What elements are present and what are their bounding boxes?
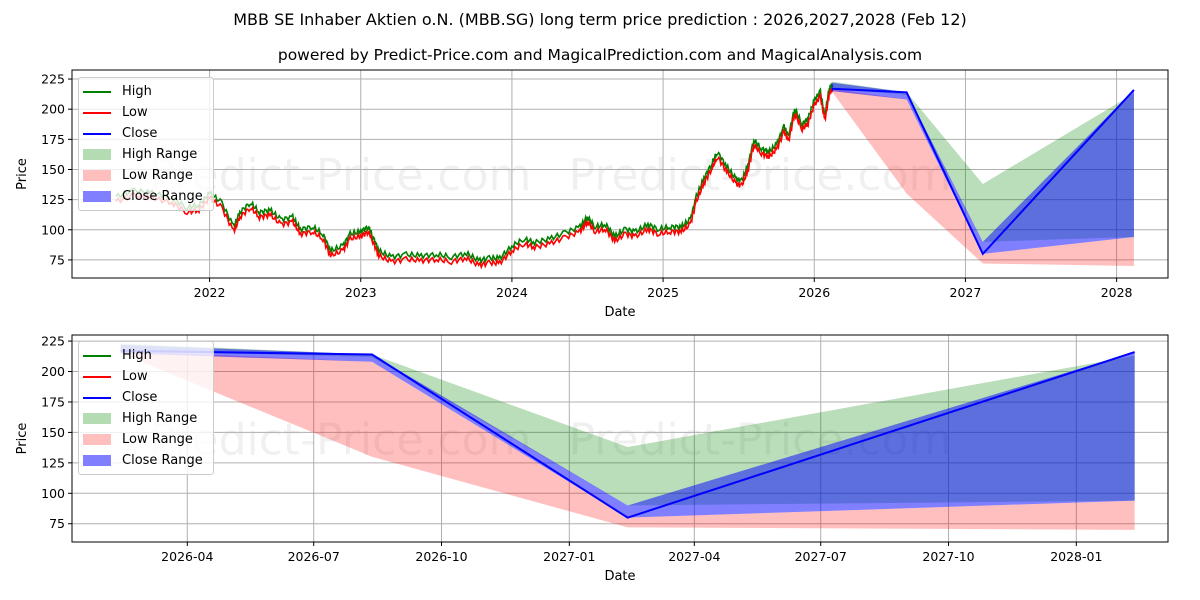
bottom-axes-frame bbox=[71, 334, 1169, 543]
top-xtick-label: 2022 bbox=[194, 285, 226, 300]
top-ytick-label: 175 bbox=[41, 132, 65, 147]
top-axes-frame bbox=[71, 69, 1169, 279]
legend-item-high-range: High Range bbox=[79, 408, 213, 429]
bottom-xtick-label: 2027-01 bbox=[543, 549, 595, 564]
legend-label: Low Range bbox=[122, 432, 193, 447]
top-xtick-label: 2027 bbox=[950, 285, 982, 300]
bottom-ytick-label: 125 bbox=[41, 455, 65, 470]
legend-item-close: Close bbox=[79, 387, 213, 408]
top-low-line bbox=[115, 88, 834, 270]
chart-subtitle: powered by Predict-Price.com and Magical… bbox=[277, 46, 923, 64]
top-xtick-label: 2024 bbox=[496, 285, 528, 300]
legend-label: Close bbox=[122, 390, 158, 405]
legend-swatch bbox=[83, 396, 111, 399]
legend-item-low-range: Low Range bbox=[79, 165, 213, 186]
top-ytick-label: 75 bbox=[49, 252, 65, 267]
legend-item-high: High bbox=[79, 345, 213, 366]
bottom-ylabel: Price bbox=[15, 423, 30, 455]
legend-swatch bbox=[83, 413, 111, 424]
top-watermark: Predict-Price.com bbox=[569, 150, 952, 201]
legend-swatch bbox=[83, 434, 111, 445]
top-low-range-area bbox=[831, 88, 1134, 266]
top-xtick-label: 2025 bbox=[647, 285, 679, 300]
bottom-ytick-label: 175 bbox=[41, 394, 65, 409]
legend-item-low: Low bbox=[79, 366, 213, 387]
bottom-close-line bbox=[120, 349, 1135, 519]
legend-label: High bbox=[122, 84, 152, 99]
legend-item-close-range: Close Range bbox=[79, 450, 213, 471]
bottom-ytick-label: 100 bbox=[41, 486, 65, 501]
top-high-line bbox=[115, 83, 834, 265]
legend-top: High Low Close High Range Low Range Close Ran… bbox=[78, 77, 214, 211]
legend-label: Low bbox=[122, 369, 148, 384]
bottom-ytick-label: 75 bbox=[49, 516, 65, 531]
bottom-xtick-label: 2026-04 bbox=[161, 549, 213, 564]
legend-bottom: High Low Close High Range Low Range Close Ran… bbox=[78, 341, 214, 475]
top-xtick-label: 2028 bbox=[1101, 285, 1133, 300]
top-ytick-label: 225 bbox=[41, 72, 65, 87]
top-ytick-label: 100 bbox=[41, 222, 65, 237]
bottom-xtick-label: 2027-04 bbox=[668, 549, 720, 564]
legend-swatch bbox=[83, 375, 111, 378]
legend-swatch bbox=[83, 455, 111, 466]
legend-label: High bbox=[122, 348, 152, 363]
top-close-range-area bbox=[831, 82, 1134, 254]
bottom-ytick-label: 225 bbox=[41, 334, 65, 349]
top-ytick-label: 125 bbox=[41, 192, 65, 207]
top-xlabel: Date bbox=[604, 305, 635, 320]
bottom-low-range-area bbox=[120, 350, 1135, 530]
bottom-ytick-label: 150 bbox=[41, 425, 65, 440]
top-xtick-label: 2026 bbox=[798, 285, 830, 300]
top-ylabel: Price bbox=[15, 158, 30, 190]
legend-swatch bbox=[83, 90, 111, 93]
top-ytick-label: 200 bbox=[41, 102, 65, 117]
legend-item-low-range: Low Range bbox=[79, 429, 213, 450]
legend-item-low: Low bbox=[79, 102, 213, 123]
bottom-xtick-label: 2026-10 bbox=[415, 549, 467, 564]
bottom-ytick-label: 200 bbox=[41, 364, 65, 379]
legend-swatch bbox=[83, 170, 111, 181]
legend-swatch bbox=[83, 191, 111, 202]
legend-label: Close Range bbox=[122, 189, 203, 204]
legend-swatch bbox=[83, 132, 111, 135]
top-xtick-label: 2023 bbox=[345, 285, 377, 300]
top-close-line bbox=[831, 87, 1135, 256]
bottom-xtick-label: 2027-07 bbox=[795, 549, 847, 564]
legend-label: Close Range bbox=[122, 453, 203, 468]
bottom-xtick-label: 2028-01 bbox=[1050, 549, 1102, 564]
legend-item-close: Close bbox=[79, 123, 213, 144]
legend-item-close-range: Close Range bbox=[79, 186, 213, 207]
legend-item-high: High bbox=[79, 81, 213, 102]
bottom-xtick-label: 2026-07 bbox=[288, 549, 340, 564]
bottom-close-range-area bbox=[120, 344, 1135, 518]
legend-swatch bbox=[83, 111, 111, 114]
legend-swatch bbox=[83, 149, 111, 160]
legend-label: High Range bbox=[122, 147, 198, 162]
bottom-xlabel: Date bbox=[604, 569, 635, 584]
legend-label: Low bbox=[122, 105, 148, 120]
top-ytick-label: 150 bbox=[41, 162, 65, 177]
legend-swatch bbox=[83, 354, 111, 357]
bottom-xtick-label: 2027-10 bbox=[922, 549, 974, 564]
legend-label: Close bbox=[122, 126, 158, 141]
legend-item-high-range: High Range bbox=[79, 144, 213, 165]
legend-label: Low Range bbox=[122, 168, 193, 183]
legend-label: High Range bbox=[122, 411, 198, 426]
chart-title: MBB SE Inhaber Aktien o.N. (MBB.SG) long… bbox=[233, 10, 967, 29]
